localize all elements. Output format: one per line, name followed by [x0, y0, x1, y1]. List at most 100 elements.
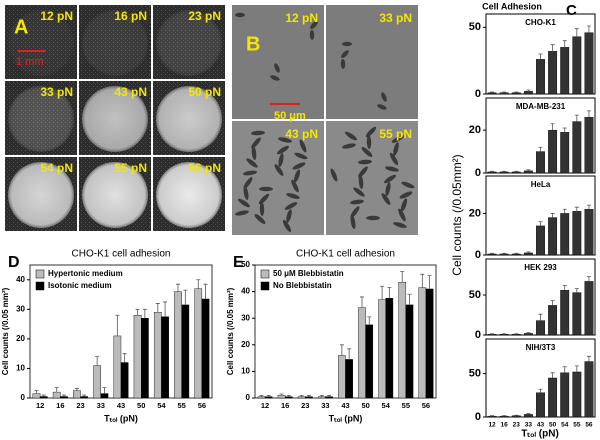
cell — [299, 139, 307, 153]
bar — [560, 132, 570, 174]
x-tick-label: 56 — [198, 401, 206, 410]
y-tick-label: 20 — [16, 334, 25, 343]
bar — [487, 415, 497, 418]
cell — [235, 12, 245, 18]
tile-label: 33 pN — [379, 11, 412, 25]
cell — [277, 145, 289, 155]
error-bar — [34, 390, 39, 394]
x-tick-label: 55 — [573, 422, 581, 429]
chart-title: CHO-K1 — [525, 18, 556, 27]
cell — [286, 209, 292, 223]
error-bar — [490, 252, 495, 254]
chart-title: HeLa — [531, 180, 551, 189]
error-bar — [135, 308, 140, 316]
cell — [358, 166, 368, 178]
cell — [282, 219, 292, 233]
x-tick-label: 50 — [361, 401, 369, 410]
y-tick-label: 50 — [469, 21, 481, 33]
panel-label: A — [14, 16, 28, 38]
cell — [393, 142, 399, 156]
panel-label: C — [566, 2, 577, 19]
cell — [384, 174, 396, 184]
error-bar — [538, 146, 543, 152]
error-bar — [142, 308, 147, 319]
y-tick-label: 40 — [241, 287, 250, 296]
x-tick-label: 23 — [76, 401, 84, 410]
bar — [378, 299, 386, 399]
y-tick-label: 0 — [475, 249, 481, 261]
error-bar — [562, 366, 567, 373]
error-bar — [526, 89, 531, 92]
error-bar — [514, 91, 519, 93]
scale-label: 50 μm — [274, 110, 306, 122]
cell — [393, 222, 407, 228]
adhesion-spot — [82, 10, 148, 76]
error-bar — [196, 279, 201, 289]
panel-title: Cell Adhesion — [482, 1, 542, 11]
error-bar — [586, 204, 591, 210]
bar — [338, 355, 346, 399]
bar — [523, 333, 533, 336]
cell — [385, 182, 391, 196]
panel-label: D — [8, 254, 20, 271]
cell — [330, 168, 338, 182]
bar — [584, 209, 594, 256]
cell — [291, 179, 299, 193]
bar — [52, 391, 61, 399]
y-tick-label: 40 — [16, 275, 25, 284]
cell — [340, 59, 346, 69]
bar — [548, 217, 558, 256]
y-tick-label: 0 — [21, 393, 26, 402]
x-tick-label: 23 — [301, 401, 309, 410]
error-bar — [102, 387, 107, 394]
error-bar — [359, 296, 364, 308]
error-bar — [586, 355, 591, 362]
cell — [398, 208, 406, 222]
legend-label: No Blebbistatin — [273, 281, 332, 290]
x-axis-label: Tₜₒₗ (pN) — [329, 413, 363, 423]
error-bar — [562, 40, 567, 48]
cell — [341, 50, 349, 58]
error-bar — [327, 394, 332, 397]
error-bar — [562, 127, 567, 133]
error-bar — [490, 170, 495, 172]
error-bar — [420, 273, 425, 288]
tile-label: 23 pN — [188, 9, 221, 23]
bar — [32, 393, 41, 399]
x-tick-label: 16 — [501, 422, 509, 429]
adhesion-spot — [8, 10, 74, 76]
error-bar — [82, 394, 87, 397]
bar — [572, 121, 582, 174]
chart-title: CHO-K1 cell adhesion — [296, 249, 395, 260]
panel-label: E — [233, 254, 244, 271]
bar — [487, 92, 497, 95]
bar — [572, 292, 582, 336]
error-bar — [526, 169, 531, 171]
bar — [584, 32, 594, 95]
bar — [60, 396, 68, 399]
bar — [511, 334, 521, 336]
bar — [153, 312, 162, 399]
adhesion-spot — [156, 10, 222, 76]
bar — [560, 372, 570, 418]
cell — [238, 198, 250, 208]
chart-title: CHO-K1 cell adhesion — [72, 249, 171, 260]
chart-title: MDA-MB-231 — [516, 102, 566, 111]
cell — [377, 104, 387, 110]
panel-label: B — [246, 33, 260, 55]
y-axis-label: Cell counts (/0.05 mm²) — [226, 287, 235, 375]
error-bar — [502, 170, 507, 172]
y-tick-label: 0 — [475, 329, 481, 341]
cell — [365, 126, 377, 138]
bar — [385, 298, 394, 399]
error-bar — [574, 28, 579, 37]
bar — [161, 316, 169, 399]
error-bar — [514, 252, 519, 254]
bar — [345, 359, 353, 399]
image-tile — [232, 121, 324, 235]
error-bar — [514, 170, 519, 172]
cell — [345, 131, 357, 141]
y-tick-label: 50 — [469, 368, 481, 380]
y-tick-label: 10 — [241, 367, 250, 376]
error-bar — [400, 271, 405, 283]
